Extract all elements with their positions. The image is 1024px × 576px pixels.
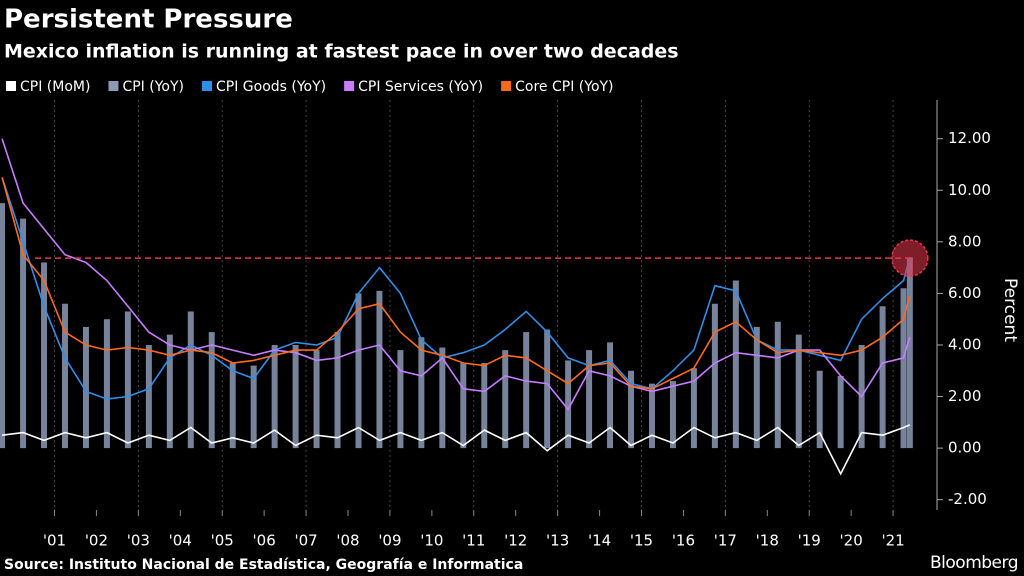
- bar: [753, 326, 760, 449]
- bar: [711, 303, 718, 449]
- legend-swatch: [501, 81, 512, 91]
- line: [1, 138, 911, 411]
- brand: Bloomberg: [930, 553, 1018, 573]
- x-tick-label: '11: [462, 532, 485, 550]
- bar: [439, 347, 446, 449]
- bar: [607, 342, 614, 449]
- x-tick-label: '02: [85, 532, 108, 550]
- bar: [145, 344, 152, 449]
- bar: [334, 332, 341, 449]
- legend-label: CPI (MoM): [20, 79, 90, 95]
- bar: [648, 383, 655, 449]
- bar: [816, 370, 823, 449]
- bar: [82, 326, 89, 449]
- x-tick-label: '16: [672, 532, 695, 550]
- x-tick-label: '19: [798, 532, 821, 550]
- bar: [586, 350, 593, 449]
- legend-swatch: [6, 81, 16, 91]
- bar: [565, 360, 572, 449]
- x-tick-label: '21: [881, 532, 904, 550]
- x-tick-label: '09: [378, 532, 401, 550]
- x-tick-label: '18: [756, 532, 779, 550]
- bar: [41, 262, 48, 449]
- bar: [774, 321, 781, 449]
- bar: [376, 290, 383, 449]
- bar: [229, 363, 236, 449]
- x-tick-label: '03: [127, 532, 150, 550]
- bar: [732, 280, 739, 449]
- x-tick-label: '13: [546, 532, 569, 550]
- bar: [313, 350, 320, 449]
- bar: [355, 293, 362, 449]
- bar: [460, 363, 467, 449]
- y-tick-label: 4.00: [948, 335, 981, 353]
- chart-subtitle: Mexico inflation is running at fastest p…: [4, 41, 679, 63]
- x-tick-label: '17: [714, 532, 737, 550]
- bar: [669, 381, 676, 449]
- bar: [0, 203, 6, 449]
- source: Source: Instituto Nacional de Estadístic…: [4, 557, 523, 573]
- x-tick-label: '20: [840, 532, 863, 550]
- line: [1, 177, 911, 390]
- bar: [166, 334, 173, 449]
- bar: [544, 329, 551, 449]
- legend-label: CPI Goods (YoY): [216, 79, 326, 95]
- legend-swatch: [108, 81, 119, 91]
- bar: [906, 257, 913, 449]
- bar: [187, 311, 194, 449]
- x-tick-label: '05: [211, 532, 234, 550]
- y-tick-label: 0.00: [948, 439, 981, 457]
- bar: [124, 311, 131, 449]
- y-tick-label: 8.00: [948, 232, 981, 250]
- bar: [628, 370, 635, 449]
- bar: [795, 334, 802, 449]
- y-tick-label: 10.00: [948, 181, 991, 199]
- x-tick-label: '14: [588, 532, 611, 550]
- x-tick-label: '07: [294, 532, 317, 550]
- x-tick-label: '04: [169, 532, 192, 550]
- bar: [271, 344, 278, 449]
- bar: [20, 218, 27, 449]
- bar: [103, 319, 110, 449]
- x-tick-label: '01: [43, 532, 66, 550]
- bar: [397, 350, 404, 449]
- legend-swatch: [344, 81, 355, 91]
- y-axis-label: Percent: [1000, 278, 1020, 342]
- y-tick-label: 12.00: [948, 129, 991, 147]
- bar: [292, 344, 299, 449]
- x-tick-label: '08: [336, 532, 359, 550]
- bar: [418, 337, 425, 449]
- bar: [250, 365, 257, 449]
- bar: [208, 332, 215, 449]
- bar: [879, 306, 886, 449]
- highlight-circle: [891, 239, 929, 277]
- legend-label: CPI (YoY): [122, 79, 184, 95]
- legend-swatch: [201, 81, 212, 91]
- y-tick-label: 6.00: [948, 284, 981, 302]
- legend-label: CPI Services (YoY): [358, 79, 483, 95]
- x-tick-label: '15: [630, 532, 653, 550]
- line: [2, 424, 911, 476]
- bar: [502, 350, 509, 449]
- x-tick-label: '12: [504, 532, 527, 550]
- bar: [523, 332, 530, 449]
- y-tick-label: -2.00: [948, 490, 987, 508]
- bar: [61, 303, 68, 449]
- x-tick-label: '10: [420, 532, 443, 550]
- bar: [481, 363, 488, 449]
- line: [1, 177, 911, 400]
- bar: [837, 375, 844, 449]
- bar: [900, 288, 907, 449]
- legend-label: Core CPI (YoY): [515, 79, 613, 95]
- chart-title: Persistent Pressure: [4, 5, 293, 35]
- x-tick-label: '06: [253, 532, 276, 550]
- bar: [690, 368, 697, 449]
- y-tick-label: 2.00: [948, 387, 981, 405]
